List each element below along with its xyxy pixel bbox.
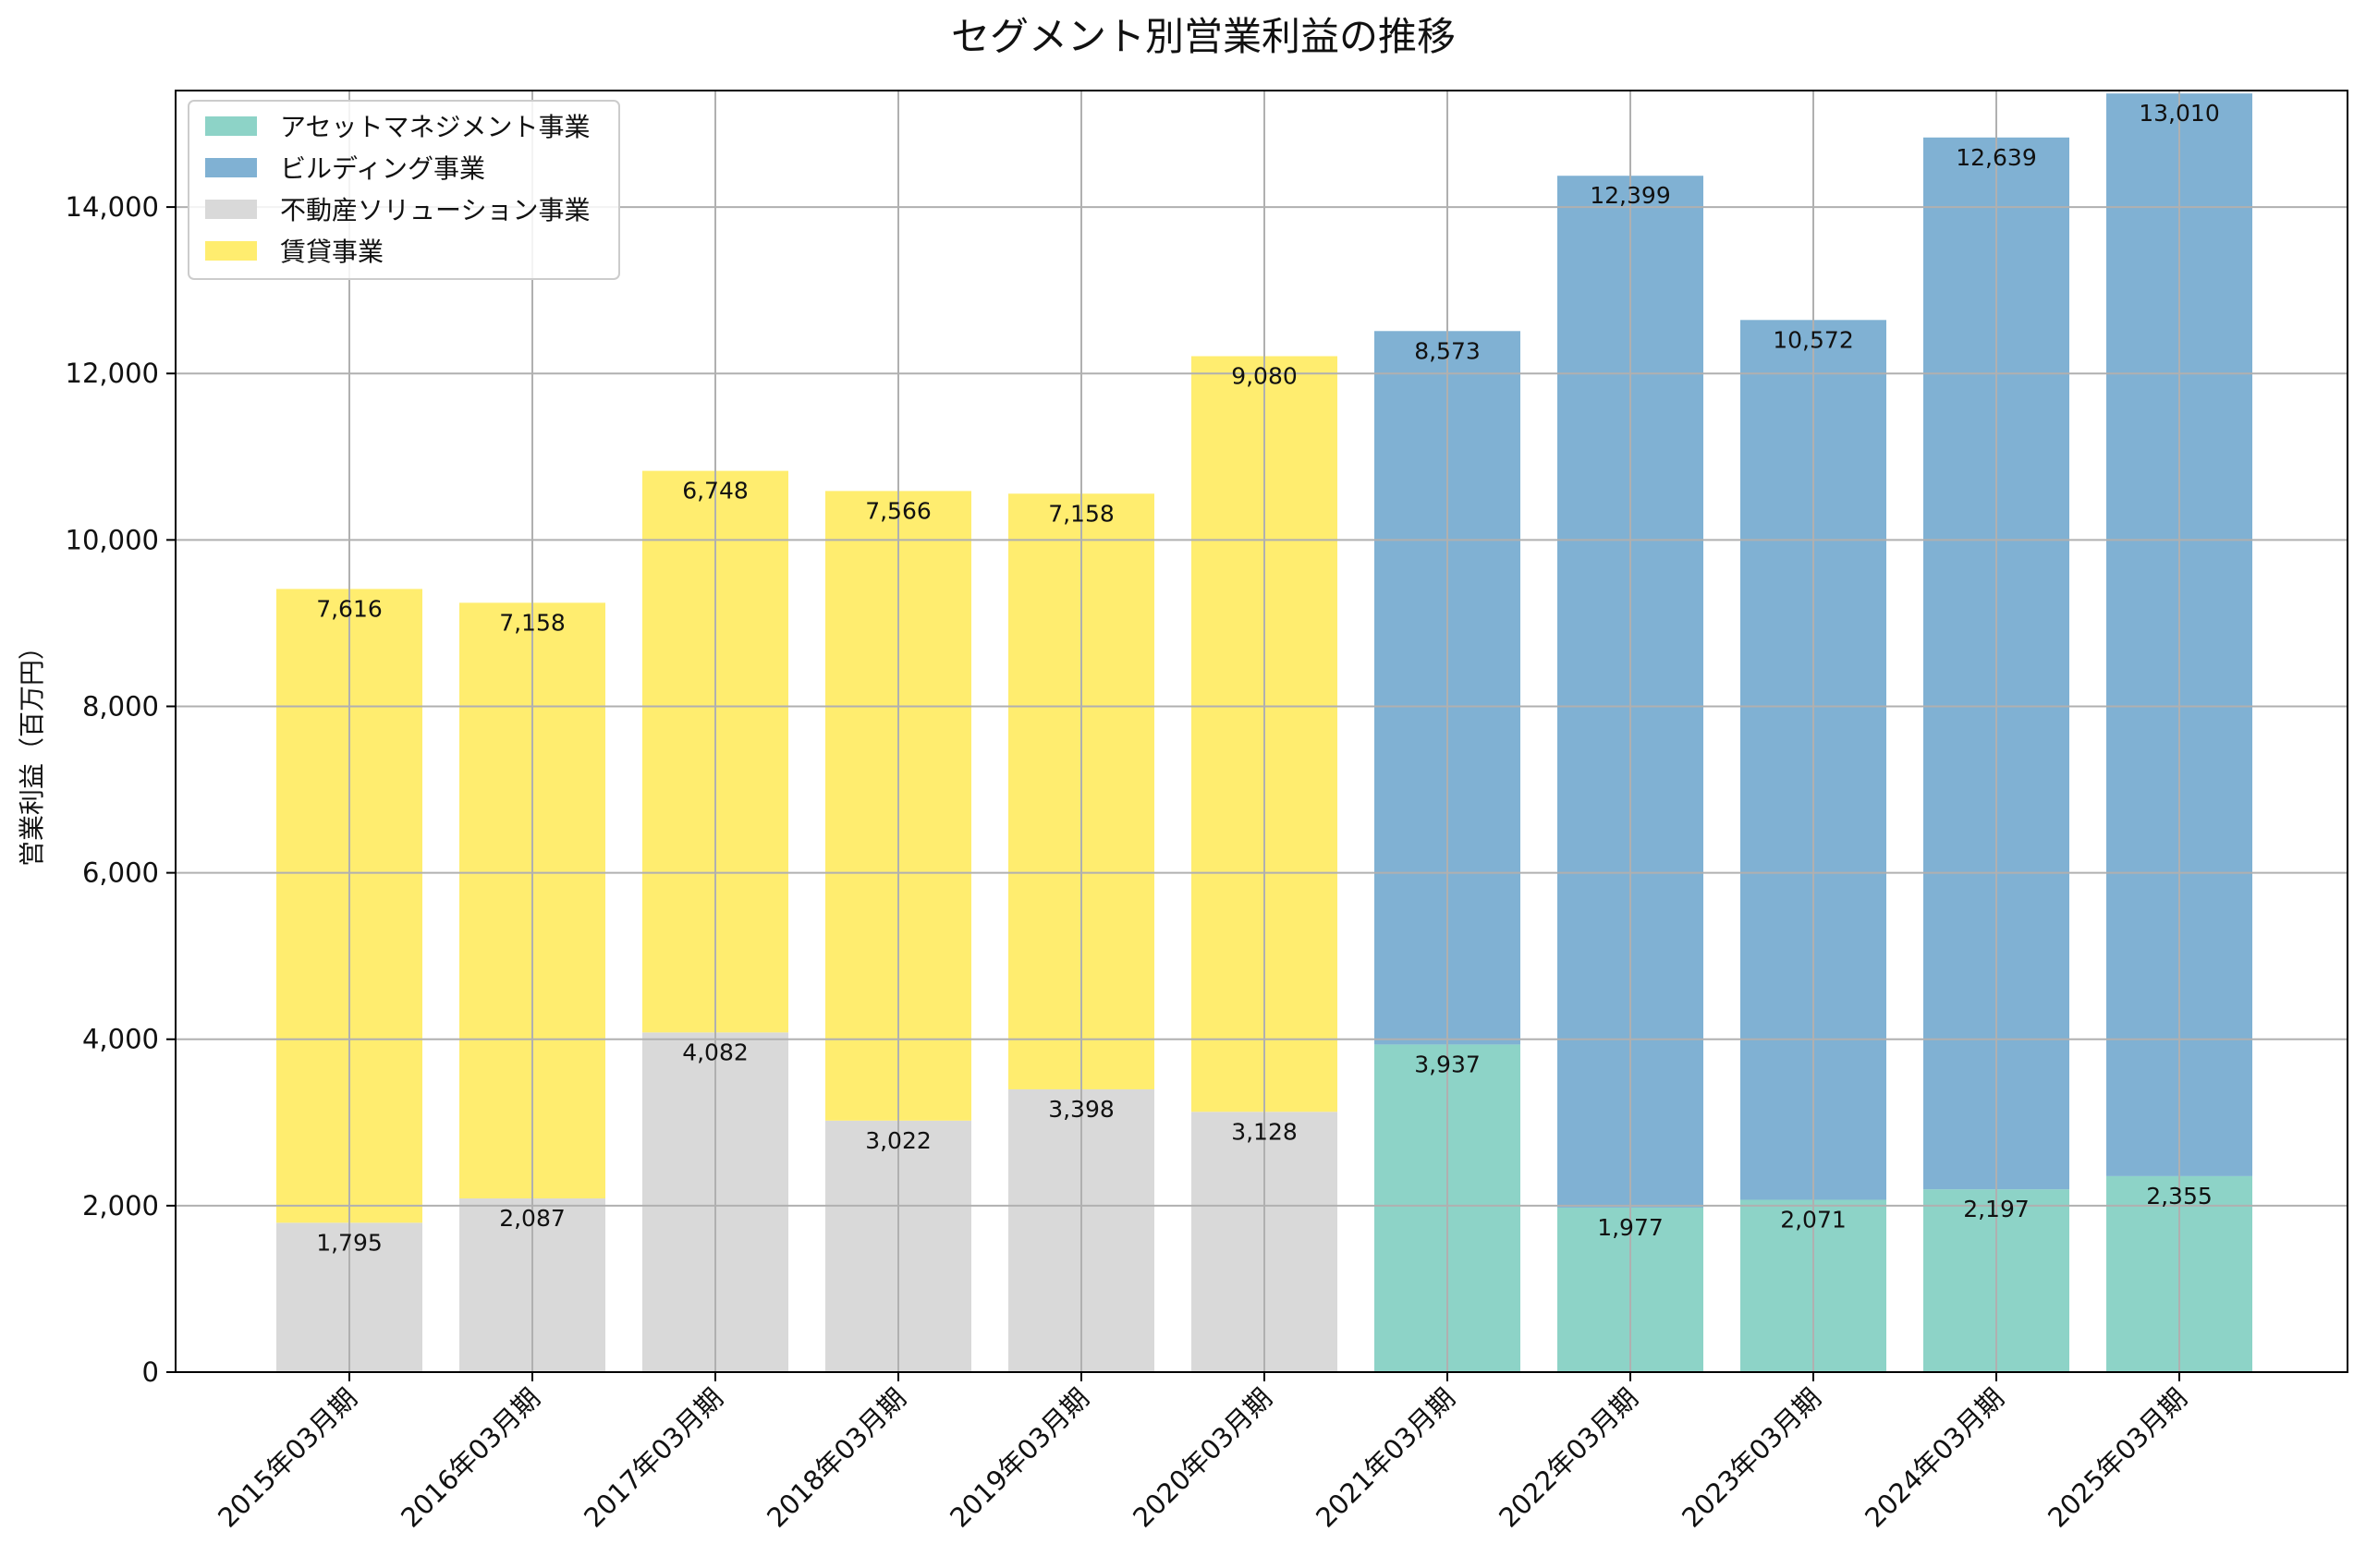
legend-label-1: ビルディング事業: [280, 153, 485, 184]
y-axis-label: 営業利益（百万円）: [17, 634, 47, 867]
bar-labels: 3,937 1,977 2,071 2,197 2,355 8,573 12,399 10,5…: [316, 100, 2220, 1256]
bar-label-s2-3: 3,022: [865, 1127, 932, 1154]
bar-label-s1-6: 8,573: [1414, 337, 1481, 364]
y-axis: 0 2,000 4,000 6,000 8,000 10,000 12,000 14,000: [66, 191, 176, 1388]
legend-label-0: アセットマネジメント事業: [280, 112, 590, 142]
x-tick-label-4: 2019年03月期: [944, 1382, 1095, 1534]
bar-label-s3-0: 7,616: [316, 595, 383, 622]
x-tick-label-6: 2021年03月期: [1310, 1382, 1461, 1534]
x-tick-label-7: 2022年03月期: [1493, 1382, 1644, 1534]
bar-label-s0-10: 2,355: [2146, 1183, 2213, 1209]
chart-title: セグメント別営業利益の推移: [951, 14, 1456, 59]
legend-swatch-2: [205, 200, 257, 219]
bar-label-s0-8: 2,071: [1780, 1206, 1847, 1233]
x-tick-label-10: 2025年03月期: [2042, 1382, 2193, 1534]
y-tick-label-5: 10,000: [66, 524, 159, 555]
y-tick-label-6: 12,000: [66, 358, 159, 389]
x-axis: 2015年03月期 2016年03月期 2017年03月期 2018年03月期 2019…: [212, 1372, 2193, 1534]
y-tick-label-3: 6,000: [82, 857, 159, 889]
legend-label-2: 不動産ソリューション事業: [280, 195, 590, 225]
bar-label-s1-8: 10,572: [1773, 326, 1853, 353]
x-tick-label-9: 2024年03月期: [1859, 1382, 2010, 1534]
legend-box: [188, 100, 620, 280]
x-tick-label-1: 2016年03月期: [395, 1382, 546, 1534]
legend-swatch-3: [205, 241, 257, 261]
x-tick-label-0: 2015年03月期: [212, 1382, 363, 1534]
y-tick-label-7: 14,000: [66, 191, 159, 223]
bar-label-s1-7: 12,399: [1590, 182, 1670, 209]
y-tick-label-2: 4,000: [82, 1024, 159, 1055]
bar-label-s2-5: 3,128: [1231, 1118, 1298, 1145]
bar-label-s1-9: 12,639: [1956, 144, 2036, 171]
grid: [176, 91, 2348, 1373]
legend-label-3: 賃貸事業: [280, 237, 384, 267]
x-tick-label-8: 2023年03月期: [1676, 1382, 1827, 1534]
legend-swatch-1: [205, 158, 257, 177]
bar-label-s0-6: 3,937: [1414, 1051, 1481, 1077]
x-tick-label-2: 2017年03月期: [578, 1382, 729, 1534]
y-tick-label-1: 2,000: [82, 1190, 159, 1222]
bar-label-s3-5: 9,080: [1231, 362, 1298, 389]
bar-label-s3-2: 6,748: [682, 478, 749, 504]
bar-label-s0-7: 1,977: [1597, 1214, 1664, 1241]
x-tick-label-5: 2020年03月期: [1127, 1382, 1278, 1534]
bar-label-s3-1: 7,158: [499, 609, 566, 636]
bar-label-s2-2: 4,082: [682, 1039, 749, 1065]
legend-swatch-0: [205, 116, 257, 136]
plot-frame: [175, 90, 2348, 1373]
bar-label-s2-0: 1,795: [316, 1229, 383, 1256]
y-tick-label-4: 8,000: [82, 690, 159, 722]
x-tick-label-3: 2018年03月期: [761, 1382, 912, 1534]
bar-label-s3-3: 7,566: [865, 497, 932, 524]
y-tick-label-0: 0: [142, 1356, 159, 1388]
bar-label-s3-4: 7,158: [1048, 500, 1115, 527]
bar-label-s2-4: 3,398: [1048, 1096, 1115, 1123]
bar-label-s1-10: 13,010: [2139, 100, 2219, 127]
bar-label-s0-9: 2,197: [1963, 1196, 2030, 1222]
bar-label-s2-1: 2,087: [499, 1205, 566, 1232]
